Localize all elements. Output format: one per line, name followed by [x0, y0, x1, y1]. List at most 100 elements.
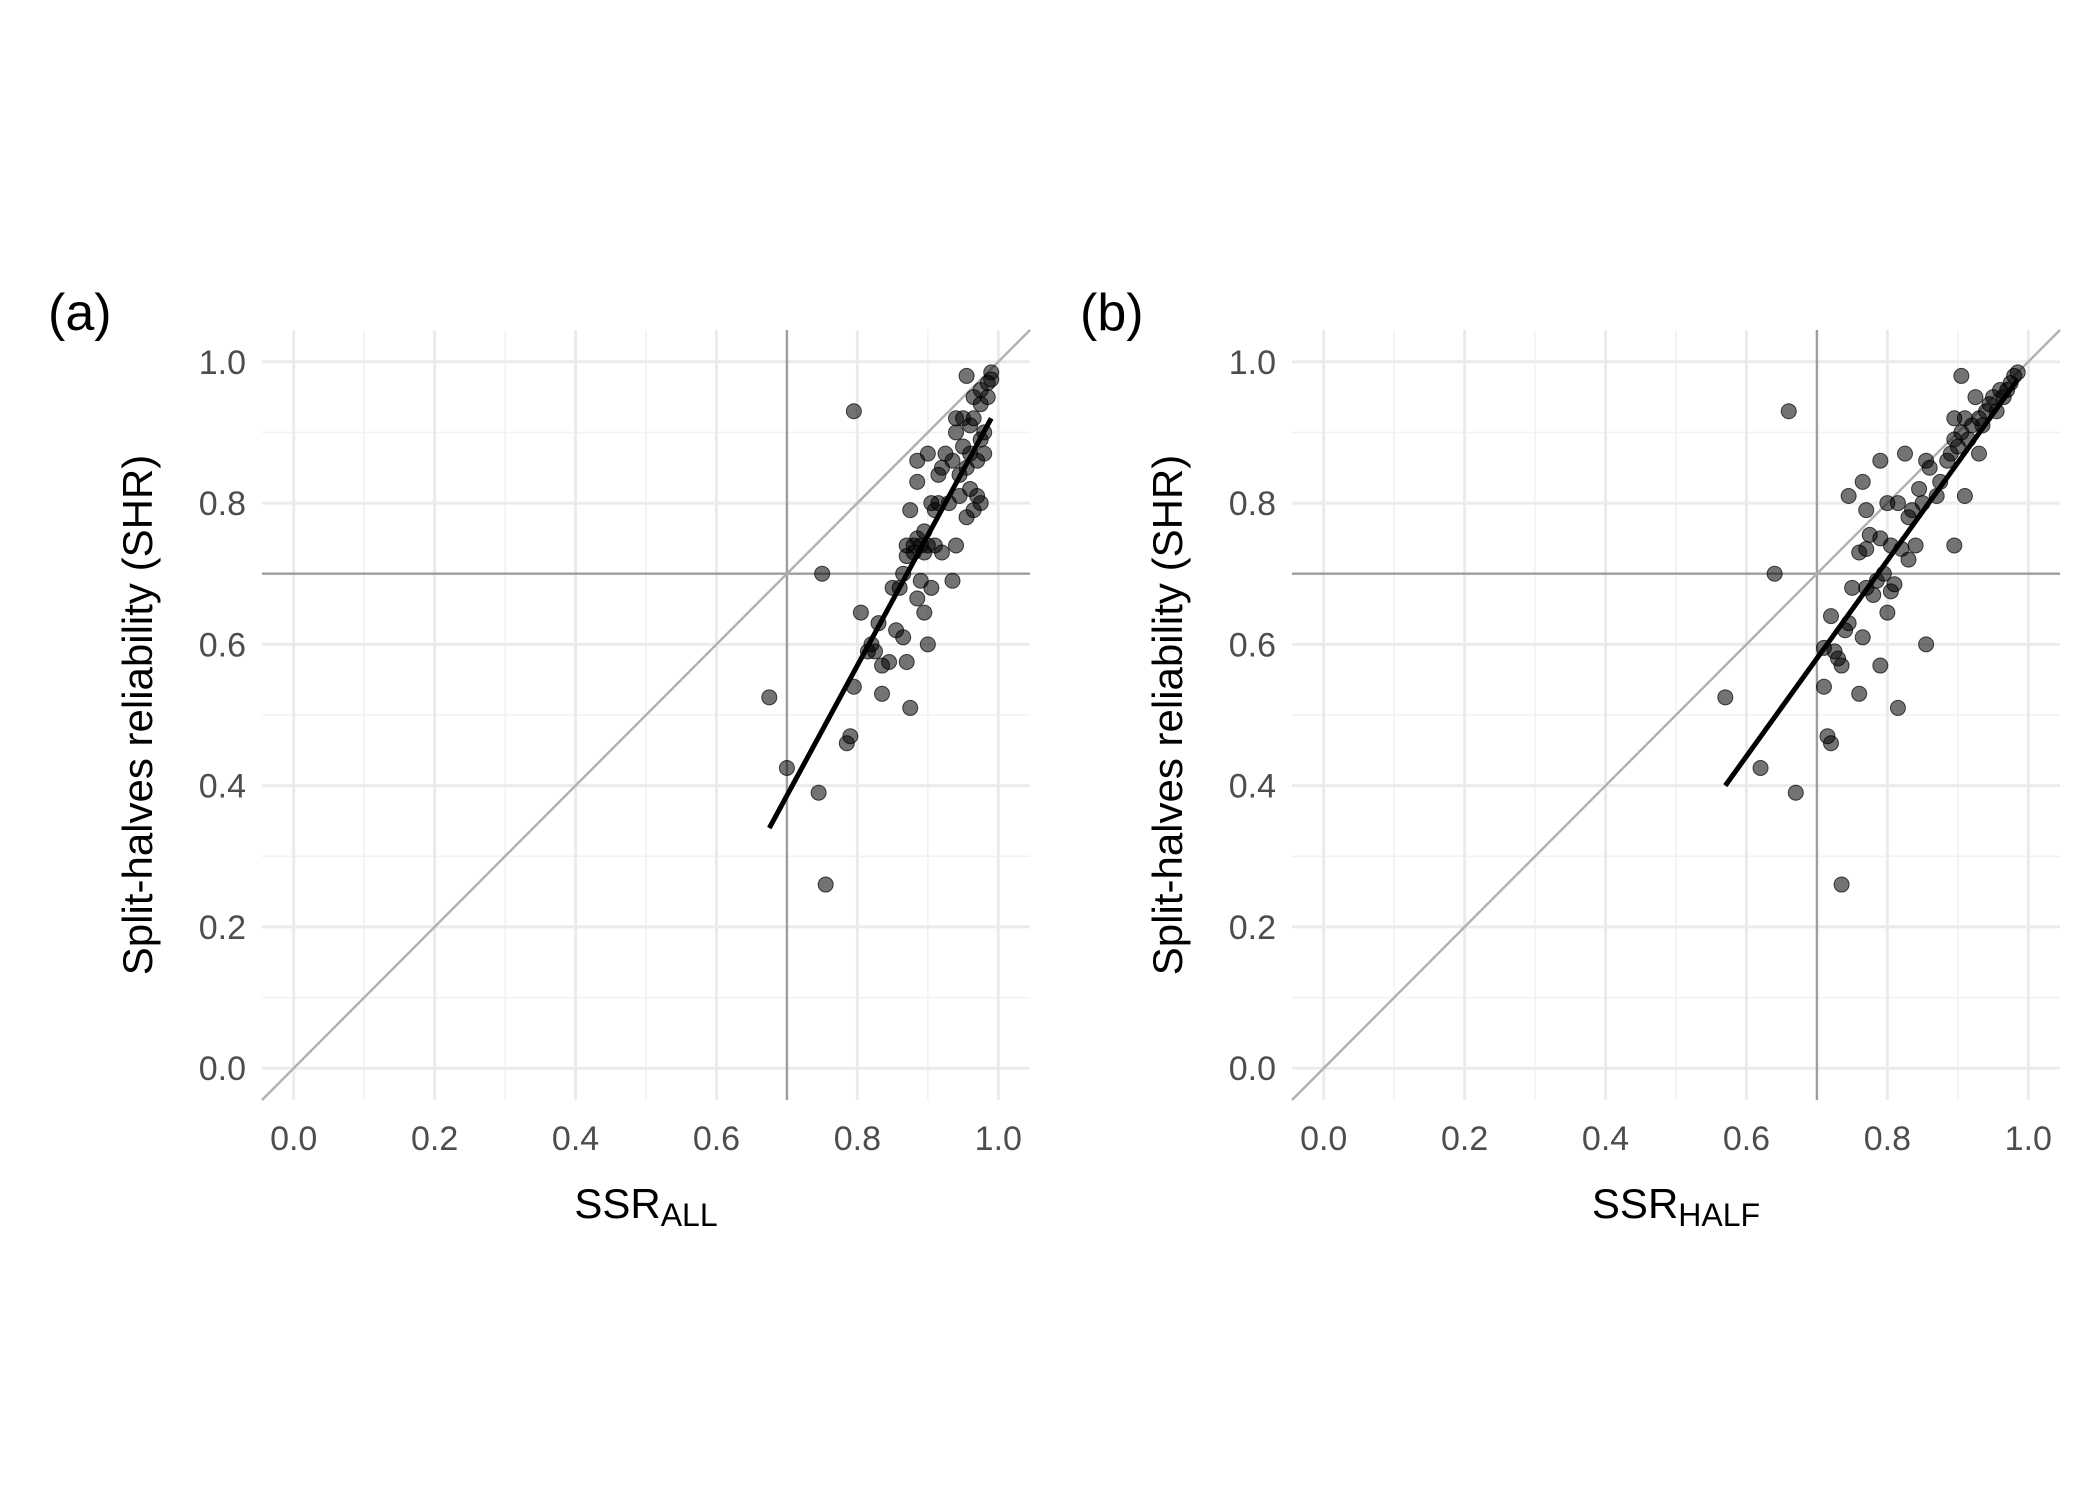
data-point — [1886, 576, 1903, 593]
data-point — [965, 410, 982, 427]
data-point — [1921, 459, 1938, 476]
data-point — [1840, 488, 1857, 505]
data-point — [1823, 735, 1840, 752]
data-point — [1953, 367, 1970, 384]
data-point — [1766, 565, 1783, 582]
scatter-points — [761, 364, 1000, 893]
data-point — [842, 728, 859, 745]
data-point — [1900, 551, 1917, 568]
data-point — [916, 604, 933, 621]
data-point — [898, 654, 915, 671]
data-point — [1918, 636, 1935, 653]
y-tick-label: 0.0 — [1229, 1050, 1276, 1088]
data-point — [874, 685, 891, 702]
fit-line — [1723, 377, 2020, 788]
data-point — [895, 629, 912, 646]
data-point — [810, 784, 827, 801]
x-tick-label: 0.8 — [834, 1120, 881, 1158]
y-axis-title: Split-halves reliability (SHR) — [114, 455, 161, 975]
identity-line — [261, 329, 1031, 1101]
data-point — [761, 689, 778, 706]
data-point — [1851, 685, 1868, 702]
data-point — [923, 579, 940, 596]
y-tick-label: 1.0 — [199, 344, 246, 382]
data-point — [814, 565, 831, 582]
x-tick-label: 0.6 — [693, 1120, 740, 1158]
y-axis-title: Split-halves reliability (SHR) — [1144, 455, 1191, 975]
data-point — [1889, 495, 1906, 512]
y-tick-label: 0.4 — [199, 768, 246, 806]
x-tick-label: 1.0 — [2005, 1120, 2052, 1158]
data-point — [1717, 689, 1734, 706]
x-axis-title-subscript: HALF — [1678, 1197, 1760, 1233]
y-tick-label: 0.6 — [199, 626, 246, 664]
data-point — [948, 537, 965, 554]
data-point — [1896, 445, 1913, 462]
data-point — [845, 403, 862, 420]
x-axis-title: SSRHALF — [1592, 1180, 1760, 1233]
x-tick-label: 0.2 — [411, 1120, 458, 1158]
x-axis-title-subscript: ALL — [661, 1197, 718, 1233]
data-point — [1844, 579, 1861, 596]
panel-label: (a) — [48, 284, 112, 342]
data-point — [983, 364, 1000, 381]
data-point — [1858, 502, 1875, 519]
data-point — [919, 445, 936, 462]
data-point — [852, 604, 869, 621]
data-point — [881, 654, 898, 671]
y-tick-label: 0.2 — [1229, 909, 1276, 947]
panel-label: (b) — [1080, 284, 1144, 342]
x-tick-label: 1.0 — [975, 1120, 1022, 1158]
y-tick-label: 0.6 — [1229, 626, 1276, 664]
x-axis-title-main: SSR — [574, 1180, 660, 1227]
y-tick-label: 0.0 — [199, 1050, 246, 1088]
y-tick-label: 0.8 — [1229, 485, 1276, 523]
data-point — [919, 636, 936, 653]
data-point — [1872, 657, 1889, 674]
scatter-points — [1717, 364, 2026, 893]
data-point — [778, 759, 795, 776]
data-point — [1823, 608, 1840, 625]
x-tick-label: 0.4 — [1582, 1120, 1629, 1158]
data-point — [1872, 452, 1889, 469]
data-point — [1833, 657, 1850, 674]
data-point — [817, 876, 834, 893]
data-point — [1911, 480, 1928, 497]
data-point — [944, 572, 961, 589]
data-point — [902, 699, 919, 716]
data-point — [1780, 403, 1797, 420]
data-point — [2009, 364, 2026, 381]
x-tick-label: 0.0 — [1300, 1120, 1347, 1158]
data-point — [944, 452, 961, 469]
y-tick-label: 1.0 — [1229, 344, 1276, 382]
data-point — [1907, 537, 1924, 554]
data-point — [1787, 784, 1804, 801]
data-point — [948, 424, 965, 441]
data-point — [1752, 759, 1769, 776]
data-point — [1956, 488, 1973, 505]
data-point — [976, 445, 993, 462]
panel-a: 0.0 0.2 0.4 0.6 0.8 1.0 0.0 0.2 0.4 0.6 0.8 1.0 SSRA… — [48, 284, 1031, 1233]
data-point — [958, 367, 975, 384]
data-point — [1889, 699, 1906, 716]
x-tick-label: 0.4 — [552, 1120, 599, 1158]
x-tick-label: 0.0 — [270, 1120, 317, 1158]
data-point — [1833, 876, 1850, 893]
x-tick-label: 0.2 — [1441, 1120, 1488, 1158]
panel-b: 0.0 0.2 0.4 0.6 0.8 1.0 0.0 0.2 0.4 0.6 0.8 1.0 SSRH… — [1080, 284, 2061, 1233]
x-tick-label: 0.6 — [1723, 1120, 1770, 1158]
fit-line — [767, 417, 994, 830]
x-tick-label: 0.8 — [1864, 1120, 1911, 1158]
data-point — [1815, 678, 1832, 695]
data-point — [1854, 473, 1871, 490]
data-point — [972, 495, 989, 512]
x-axis-title: SSRALL — [574, 1180, 717, 1233]
data-point — [909, 473, 926, 490]
data-point — [1970, 445, 1987, 462]
data-point — [1858, 540, 1875, 557]
data-point — [902, 502, 919, 519]
data-point — [933, 544, 950, 561]
data-point — [1946, 537, 1963, 554]
y-tick-label: 0.8 — [199, 485, 246, 523]
